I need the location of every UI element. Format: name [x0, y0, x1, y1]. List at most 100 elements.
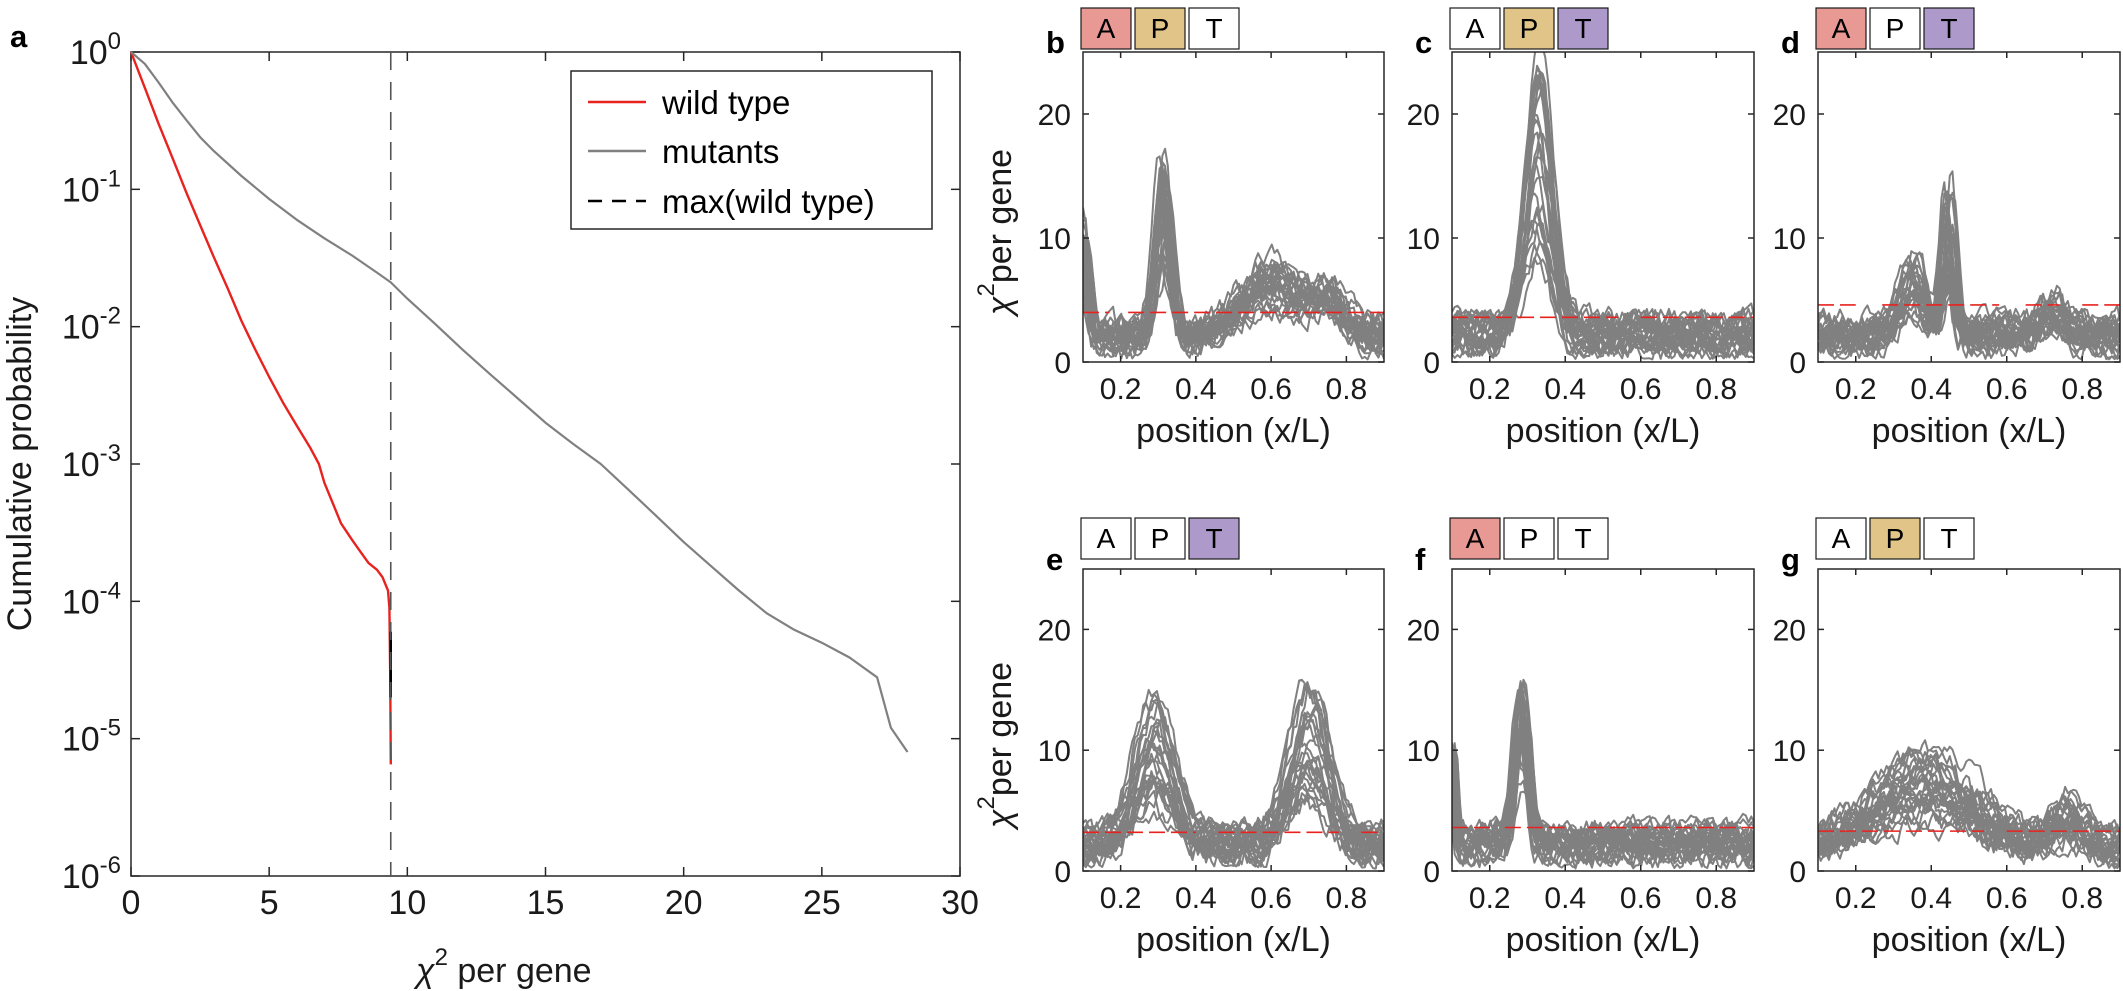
panel-e-x-tick-label: 0.2	[1100, 882, 1142, 915]
panel-c: c A P T 0.2 0.4 0.6 0.8 0 10 20 position (x/L)	[1407, 7, 1755, 450]
panel-c-x-tick-label: 0.6	[1620, 373, 1662, 406]
panel-b-x-label: position (x/L)	[1136, 412, 1331, 450]
panel-f-trace	[1452, 695, 1754, 870]
panel-b-traces	[1083, 147, 1384, 361]
panel-a-y-tick-label: 10-5	[62, 715, 121, 759]
panel-g-axes-frame	[1817, 568, 2121, 872]
panel-d: d A P T 0.2 0.4 0.6 0.8 0 10 20 position (x/L)	[1773, 7, 2121, 450]
panel-d-y-tick-label: 0	[1789, 347, 1806, 380]
panel-e-trace	[1083, 707, 1384, 844]
panel-d-trace	[1818, 276, 2120, 335]
panel-letter-d: d	[1781, 25, 1800, 60]
small-panels: b A P T 0.2 0.4 0.6 0.8 0 10 20 position (x/L) χ2per…	[973, 7, 2121, 959]
panel-g-trace	[1818, 754, 2120, 835]
panel-c-x-tick-label: 0.4	[1544, 373, 1586, 406]
panel-e: e A P T 0.2 0.4 0.6 0.8 0 10 20 position (x/L) χ2per…	[973, 517, 1385, 959]
panel-f-y-tick-label: 20	[1407, 614, 1440, 647]
panel-c-y-tick-label: 20	[1407, 99, 1440, 132]
panel-d-x-label: position (x/L)	[1872, 412, 2067, 450]
panel-b-y-tick-label: 0	[1054, 347, 1071, 380]
panel-c-x-tick-label: 0.8	[1695, 373, 1737, 406]
panel-letter-e: e	[1046, 542, 1063, 577]
wild-type-curve	[129, 51, 392, 765]
panel-e-x-label: position (x/L)	[1136, 921, 1331, 959]
panel-a-x-tick-label: 20	[665, 884, 703, 922]
panel-b-axes-frame	[1082, 51, 1385, 363]
panel-c-traces	[1452, 52, 1754, 361]
panel-a-y-tick-label: 10-3	[62, 440, 121, 484]
panel-f-trace	[1452, 779, 1754, 855]
panel-letter-b: b	[1046, 25, 1065, 60]
panel-g-x-tick-label: 0.2	[1835, 882, 1877, 915]
panel-g-y-tick-label: 10	[1773, 735, 1806, 768]
panel-a-x-tick-label: 30	[941, 884, 979, 922]
panel-f-box-label: T	[1574, 523, 1591, 554]
panel-c-box-label: P	[1520, 13, 1539, 44]
panel-c-box-label: T	[1574, 13, 1591, 44]
panel-b-box-label: T	[1205, 13, 1222, 44]
panel-f-axes-frame	[1451, 568, 1755, 872]
panel-f-x-tick-label: 0.2	[1469, 882, 1511, 915]
panel-d-x-tick-label: 0.6	[1986, 373, 2028, 406]
panel-b-trace	[1083, 199, 1384, 341]
panel-b-box-label: A	[1097, 13, 1116, 44]
panel-e-trace	[1083, 789, 1384, 864]
panel-g-trace	[1818, 767, 2120, 866]
panel-d-box-T	[1923, 7, 1975, 50]
panel-a-y-tick-label: 10-2	[62, 303, 121, 347]
panel-d-box-label: A	[1832, 13, 1851, 44]
panel-a-legend: wild type mutants max(wild type)	[570, 70, 933, 230]
panel-e-box-T	[1188, 517, 1240, 560]
panel-b-box-A	[1080, 7, 1132, 50]
panel-a-y-ticks: 100 10-1 10-2 10-3 10-4 10-5 10-6	[62, 28, 960, 896]
panel-c-box-label: A	[1466, 13, 1485, 44]
panel-letter-g: g	[1781, 542, 1800, 577]
panel-c-axes-frame	[1451, 51, 1755, 363]
panel-g-trace	[1818, 773, 2120, 870]
panel-f: f A P T 0.2 0.4 0.6 0.8 0 10 20 position (x/L)	[1407, 517, 1755, 959]
panel-e-box-label: P	[1151, 523, 1170, 554]
panel-a-x-ticks: 0 5 10 15 20 25 30	[122, 52, 979, 922]
panel-e-y-tick-label: 0	[1054, 856, 1071, 889]
panel-d-box-label: T	[1940, 13, 1957, 44]
panel-e-trace	[1083, 724, 1384, 861]
panel-b-trace	[1083, 255, 1384, 352]
panel-b-x-tick-label: 0.8	[1326, 373, 1368, 406]
panel-d-box-P	[1869, 7, 1921, 50]
panel-letter-a: a	[10, 19, 28, 54]
panel-e-traces	[1083, 678, 1384, 870]
panel-e-y-tick-label: 20	[1038, 614, 1071, 647]
panel-d-trace	[1818, 250, 2120, 346]
panel-g: g A P T 0.2 0.4 0.6 0.8 0 10 20 position (x/L)	[1773, 517, 2121, 959]
panel-a-x-tick-label: 15	[527, 884, 565, 922]
panel-g-trace	[1818, 815, 2120, 866]
panel-f-box-P	[1503, 517, 1555, 560]
panel-a-y-tick-label: 10-6	[62, 852, 121, 896]
panel-d-plot-area	[1818, 52, 2120, 362]
panel-d-box-A	[1815, 7, 1867, 50]
panel-d-x-tick-label: 0.2	[1835, 373, 1877, 406]
panel-c-box-T	[1557, 7, 1609, 50]
panel-g-trace	[1818, 792, 2120, 861]
panel-c-x-label: position (x/L)	[1506, 412, 1701, 450]
panel-f-x-tick-label: 0.6	[1620, 882, 1662, 915]
panel-b-trace	[1083, 254, 1384, 343]
panel-b-box-label: P	[1151, 13, 1170, 44]
panel-d-box-label: P	[1886, 13, 1905, 44]
panel-d-traces	[1818, 170, 2120, 361]
panel-e-x-tick-label: 0.4	[1175, 882, 1217, 915]
panel-b-y-tick-label: 20	[1038, 99, 1071, 132]
panel-b-box-T	[1188, 7, 1240, 50]
legend-label-wild-type: wild type	[661, 84, 790, 121]
panel-f-box-label: A	[1466, 523, 1485, 554]
panel-b: b A P T 0.2 0.4 0.6 0.8 0 10 20 position (x/L) χ2per…	[973, 7, 1385, 450]
panel-e-y-label: χ2per gene	[973, 662, 1019, 831]
panel-e-box-P	[1134, 517, 1186, 560]
panel-d-x-tick-label: 0.4	[1910, 373, 1952, 406]
panel-f-x-tick-label: 0.4	[1544, 882, 1586, 915]
panel-d-trace	[1818, 256, 2120, 361]
panel-g-box-T	[1923, 517, 1975, 560]
panel-a-y-label: Cumulative probability	[1, 297, 39, 632]
legend-label-max-wild-type: max(wild type)	[662, 183, 875, 220]
